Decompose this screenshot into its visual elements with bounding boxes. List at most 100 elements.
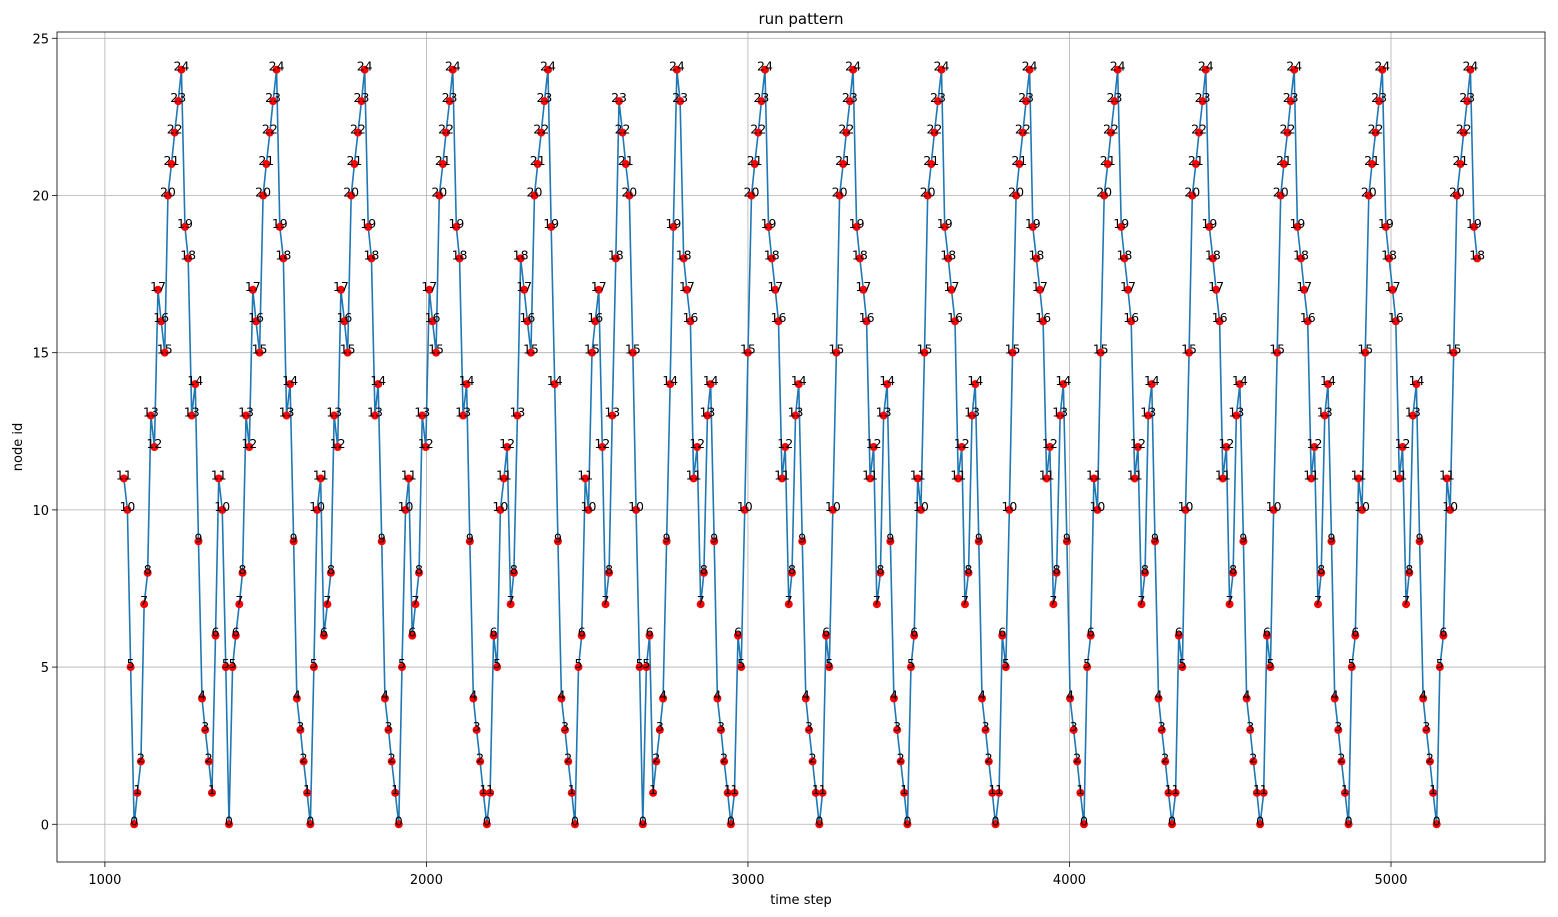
data-point [472,725,481,734]
data-label: 1 [303,782,311,797]
data-point [1161,757,1170,766]
data-point [1106,128,1115,137]
data-point [1056,411,1065,420]
data-label: 11 [1351,467,1367,482]
data-label: 11 [686,467,702,482]
data-label: 2 [564,750,572,765]
data-point [757,97,766,106]
data-point [323,600,332,609]
data-point [916,505,925,514]
data-point [397,663,406,672]
data-label: 12 [499,436,515,451]
data-point [676,97,685,106]
data-label: 17 [944,279,960,294]
data-label: 10 [214,499,230,514]
data-point [442,128,451,137]
data-point [1083,663,1092,672]
data-label: 20 [832,184,848,199]
data-point [981,725,990,734]
data-label: 11 [1391,467,1407,482]
data-point [259,191,268,200]
data-label: 3 [561,719,569,734]
data-point [537,128,546,137]
data-label: 3 [656,719,664,734]
data-point [808,757,817,766]
data-point [659,694,668,703]
data-point [1005,505,1014,514]
data-point [1117,222,1126,231]
data-point [191,380,200,389]
data-point [750,160,759,169]
data-point [927,160,936,169]
data-label: 23 [842,90,858,105]
data-label: 20 [1096,184,1112,199]
data-label: 11 [1215,467,1231,482]
data-label: 19 [448,216,464,231]
data-point [198,694,207,703]
data-point [794,380,803,389]
data-label: 4 [659,688,667,703]
data-point [1249,757,1258,766]
data-label: 7 [1314,593,1322,608]
data-point [1052,568,1061,577]
data-point [350,160,359,169]
data-label: 15 [428,342,444,357]
data-point [801,694,810,703]
data-label: 12 [866,436,882,451]
data-point [520,285,529,294]
data-point [408,631,417,640]
data-point [411,600,420,609]
data-point [774,317,783,326]
data-point [269,97,278,106]
data-label: 23 [611,90,627,105]
data-label: 5 [493,656,501,671]
data-label: 3 [1158,719,1166,734]
data-point [204,757,213,766]
data-point [133,788,142,797]
data-point [1364,191,1373,200]
data-point [1022,97,1031,106]
data-label: 14 [662,373,678,388]
data-point [482,820,491,829]
data-label: 0 [306,813,314,828]
data-label: 8 [327,562,335,577]
data-point [1419,694,1428,703]
data-label: 18 [1469,247,1485,262]
data-label: 22 [1103,122,1119,137]
data-label: 20 [621,184,637,199]
data-label: 16 [587,310,603,325]
data-label: 2 [652,750,660,765]
data-point [1341,788,1350,797]
data-point [292,694,301,703]
data-point [126,663,135,672]
data-point [937,65,946,74]
data-point [1273,348,1282,357]
data-label: 20 [343,184,359,199]
data-label: 14 [1055,373,1071,388]
data-label: 18 [275,247,291,262]
data-point [1334,725,1343,734]
data-label: 13 [1052,405,1068,420]
data-label: 10 [581,499,597,514]
data-point [944,254,953,263]
data-point [940,222,949,231]
data-label: 13 [876,405,892,420]
data-point [570,820,579,829]
data-point [598,443,607,451]
data-point [615,97,624,106]
data-point [1435,663,1444,672]
data-point [1412,380,1421,389]
data-label: 17 [1120,279,1136,294]
data-label: 2 [205,750,213,765]
data-point [879,411,888,420]
data-point [1191,160,1200,169]
data-point [849,65,858,74]
data-label: 1 [1172,782,1180,797]
data-point [1317,568,1326,577]
data-point [767,254,776,263]
data-point [584,505,593,514]
data-point [380,694,389,703]
data-label: 5 [907,656,915,671]
data-label: 0 [225,813,233,828]
data-label: 19 [1113,216,1129,231]
